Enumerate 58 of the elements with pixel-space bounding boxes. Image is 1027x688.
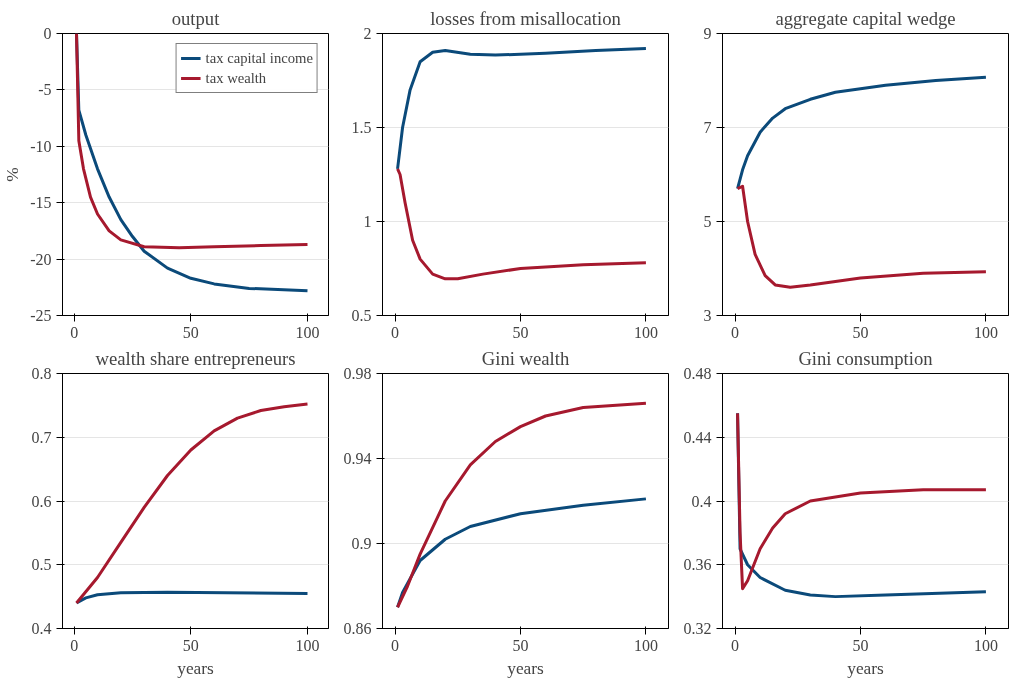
x-tick-label: 0 — [70, 636, 79, 654]
chart-title: output — [171, 7, 221, 29]
y-tick-label: 5 — [703, 213, 712, 230]
y-tick-label: 0 — [43, 25, 52, 42]
x-tick-label: 50 — [182, 636, 199, 654]
x-tick-label: 100 — [633, 636, 658, 654]
x-tick-label: 100 — [295, 323, 320, 341]
y-tick-label: -20 — [30, 250, 52, 268]
x-tick-label: 50 — [512, 323, 529, 341]
chart-title: losses from misallocation — [430, 7, 622, 29]
y-tick-label: 0.7 — [31, 428, 52, 446]
chart-title: wealth share entrepreneurs — [95, 347, 296, 369]
y-tick-label: 0.9 — [351, 535, 372, 552]
x-tick-label: 0 — [70, 323, 79, 341]
x-tick-label: 0 — [391, 323, 400, 341]
y-tick-label: 7 — [703, 119, 712, 136]
x-axis-title: years — [847, 658, 885, 678]
x-tick-label: 100 — [973, 323, 998, 341]
legend-label: tax capital income — [205, 49, 313, 67]
y-tick-label: 2 — [363, 25, 372, 42]
x-tick-label: 50 — [182, 323, 199, 341]
y-tick-label: 1 — [363, 213, 372, 230]
x-tick-label: 50 — [852, 323, 869, 341]
y-tick-label: 0.32 — [683, 620, 712, 637]
y-tick-label: -25 — [30, 307, 52, 324]
x-axis-title: years — [507, 658, 545, 678]
y-tick-label: 0.48 — [683, 365, 712, 382]
y-axis-title: % — [3, 167, 23, 182]
chart-title: Gini wealth — [481, 347, 570, 369]
y-tick-label: 0.94 — [343, 450, 372, 467]
x-axis-title: years — [177, 658, 215, 678]
y-tick-label: 0.5 — [351, 307, 372, 324]
x-tick-label: 100 — [973, 636, 998, 654]
y-tick-label: -15 — [30, 194, 52, 212]
chart-title: Gini consumption — [798, 347, 934, 369]
chart-title: aggregate capital wedge — [775, 7, 956, 29]
y-tick-label: 0.86 — [343, 620, 372, 637]
y-tick-label: 0.6 — [31, 492, 52, 510]
x-tick-label: 100 — [295, 636, 320, 654]
y-tick-label: 0.98 — [343, 365, 372, 382]
y-tick-label: 1.5 — [351, 119, 372, 136]
y-tick-label: 0.4 — [31, 620, 52, 637]
y-tick-label: 0.36 — [683, 556, 712, 574]
y-tick-label: 0.5 — [31, 556, 52, 574]
y-tick-label: -5 — [38, 81, 52, 99]
y-tick-label: -10 — [30, 137, 52, 155]
x-tick-label: 0 — [391, 636, 400, 654]
y-tick-label: 0.44 — [683, 428, 712, 446]
legend-label: tax wealth — [205, 69, 267, 87]
y-tick-label: 3 — [703, 307, 712, 324]
x-tick-label: 0 — [731, 323, 740, 341]
x-tick-label: 50 — [512, 636, 529, 654]
x-tick-label: 100 — [633, 323, 658, 341]
y-tick-label: 9 — [703, 25, 712, 42]
x-tick-label: 50 — [852, 636, 869, 654]
x-tick-label: 0 — [731, 636, 740, 654]
y-tick-label: 0.4 — [691, 492, 712, 510]
y-tick-label: 0.8 — [31, 365, 52, 382]
